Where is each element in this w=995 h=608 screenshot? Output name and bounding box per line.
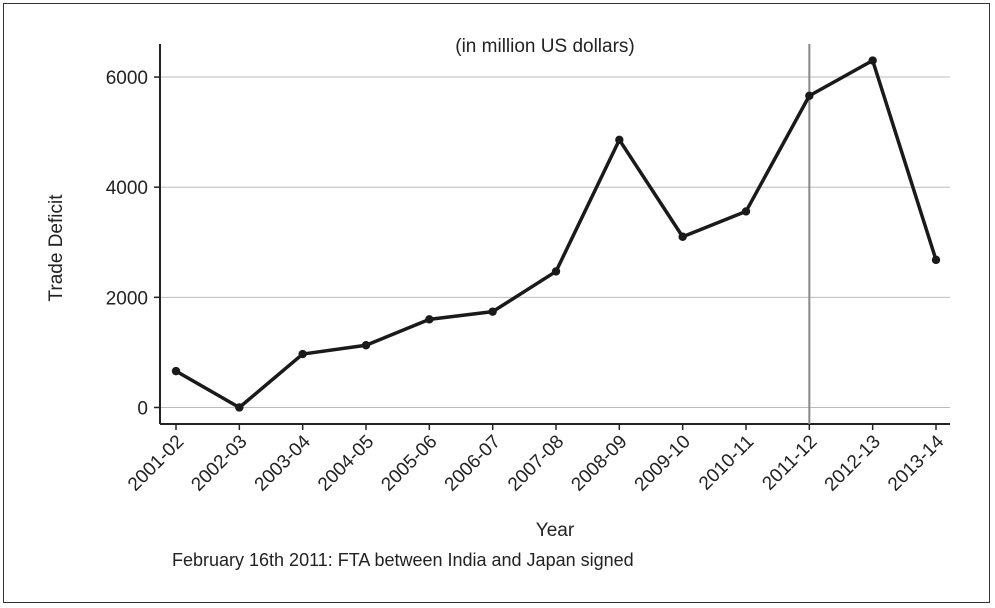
data-point-2012-13 [868, 56, 877, 65]
grid-lines [160, 76, 950, 408]
x-tick-label-2002-03: 2002-03 [187, 431, 251, 495]
chart-subtitle: (in million US dollars) [455, 36, 635, 57]
data-point-2007-08 [551, 267, 561, 276]
data-point-2009-10 [678, 232, 687, 241]
chart-frame [3, 3, 990, 603]
x-tick-label-2009-10: 2009-10 [631, 431, 695, 495]
y-tick-label-0: 0 [137, 398, 148, 419]
x-tick-label-2005-06: 2005-06 [377, 431, 441, 495]
x-tick-label-2007-08: 2007-08 [504, 431, 568, 495]
data-point-2010-11 [741, 207, 751, 216]
data-point-2011-12 [805, 91, 814, 100]
data-point-2004-05 [361, 341, 371, 350]
x-tick-label-2001-02: 2001-02 [124, 431, 188, 495]
data-point-2008-09 [615, 135, 624, 145]
x-tick-label-2012-13: 2012-13 [821, 431, 885, 495]
series-trade-deficit [171, 56, 941, 412]
x-tick-label-2003-04: 2003-04 [251, 431, 315, 495]
x-tick-label-2013-14: 2013-14 [884, 431, 948, 495]
x-ticks: 2001-02 2002-03 2003-04 2004-05 2005-06 2006-… [124, 424, 949, 496]
data-point-2001-02 [171, 366, 181, 376]
y-tick-label-6000: 6000 [106, 68, 148, 89]
x-axis-title: Year [536, 520, 575, 541]
x-tick-label-2010-11: 2010-11 [695, 431, 758, 494]
x-tick-label-2011-12: 2011-12 [758, 431, 821, 494]
data-point-2002-03 [235, 403, 244, 412]
y-tick-label-4000: 4000 [106, 178, 148, 199]
y-tick-label-2000: 2000 [106, 288, 148, 309]
x-tick-label-2004-05: 2004-05 [314, 431, 378, 495]
x-tick-label-2006-07: 2006-07 [441, 431, 505, 495]
data-point-2013-14 [931, 255, 941, 265]
data-point-2003-04 [298, 349, 307, 359]
data-point-2006-07 [488, 307, 497, 316]
y-ticks: 0 2000 4000 6000 [106, 68, 160, 419]
x-tick-label-2008-09: 2008-09 [567, 431, 631, 495]
fta-note: February 16th 2011: FTA between India an… [172, 550, 634, 570]
series-line [175, 58, 938, 410]
y-axis-title: Trade Deficit [46, 194, 67, 302]
data-point-2005-06 [425, 315, 434, 324]
